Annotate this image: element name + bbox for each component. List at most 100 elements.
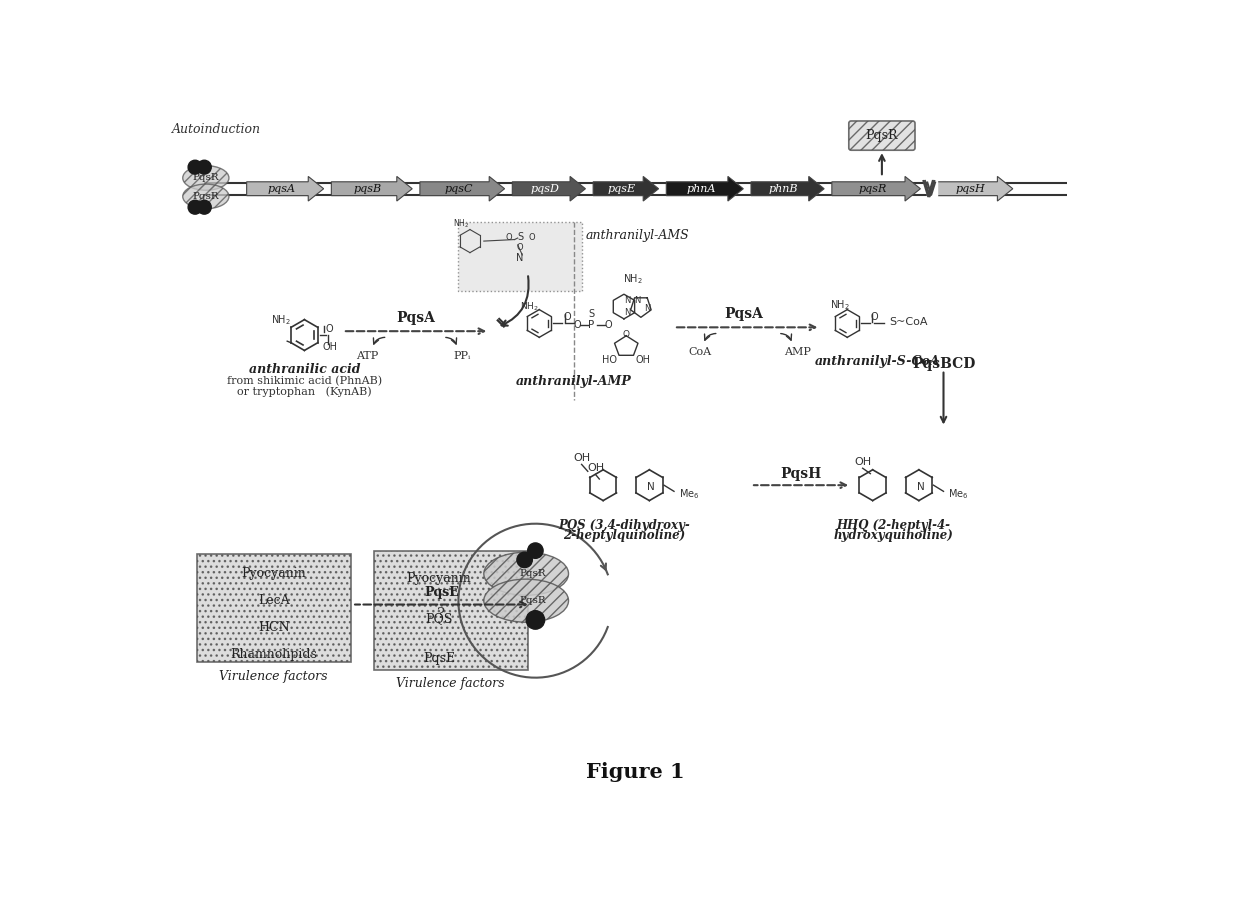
FancyBboxPatch shape — [459, 222, 582, 291]
Text: S: S — [589, 309, 595, 319]
Text: PqsR: PqsR — [866, 129, 898, 142]
Circle shape — [188, 200, 202, 214]
Text: Pyocyanin: Pyocyanin — [407, 572, 471, 585]
Text: ATP: ATP — [356, 351, 378, 360]
Polygon shape — [926, 177, 937, 200]
Text: N: N — [625, 296, 631, 305]
Text: HO: HO — [601, 355, 616, 365]
Text: PqsR: PqsR — [520, 596, 546, 605]
Text: NH$_2$: NH$_2$ — [830, 298, 849, 312]
Text: CoA: CoA — [688, 347, 712, 357]
Text: PqsE: PqsE — [424, 586, 459, 599]
Text: HCN: HCN — [258, 620, 289, 634]
Polygon shape — [512, 176, 585, 201]
Text: S: S — [517, 232, 523, 242]
Text: ?: ? — [438, 607, 445, 621]
Text: LecA: LecA — [258, 594, 289, 607]
Text: pqsB: pqsB — [353, 183, 382, 193]
Text: PQS: PQS — [425, 611, 453, 625]
Text: O: O — [505, 233, 512, 242]
Text: OH: OH — [854, 457, 872, 467]
Text: HHQ (2-heptyl-4-: HHQ (2-heptyl-4- — [837, 519, 950, 531]
Text: Virulence factors: Virulence factors — [397, 677, 505, 690]
Text: PqsH: PqsH — [780, 467, 822, 481]
FancyBboxPatch shape — [197, 555, 351, 663]
Text: pqsE: pqsE — [608, 183, 636, 193]
Text: PqsR: PqsR — [192, 174, 219, 182]
Text: Figure 1: Figure 1 — [587, 761, 684, 781]
Text: pqsA: pqsA — [268, 183, 295, 193]
Polygon shape — [331, 176, 412, 201]
Text: 2-heptylquinoline): 2-heptylquinoline) — [563, 529, 684, 542]
Text: pqsD: pqsD — [531, 183, 559, 193]
Text: from shikimic acid (PhnAB): from shikimic acid (PhnAB) — [227, 376, 382, 387]
Text: N: N — [644, 304, 650, 313]
Polygon shape — [593, 176, 658, 201]
Text: O: O — [622, 330, 630, 339]
FancyBboxPatch shape — [373, 550, 528, 670]
Text: O: O — [326, 324, 334, 334]
Polygon shape — [666, 176, 743, 201]
Text: anthranilic acid: anthranilic acid — [249, 363, 360, 376]
Ellipse shape — [182, 165, 229, 191]
Circle shape — [526, 610, 544, 629]
Text: N: N — [916, 483, 924, 493]
Ellipse shape — [182, 184, 229, 209]
Polygon shape — [247, 176, 324, 201]
Text: O: O — [517, 243, 523, 252]
Text: N: N — [516, 253, 523, 263]
Text: P: P — [589, 320, 595, 330]
Text: Rhamnolipids: Rhamnolipids — [231, 647, 317, 661]
Text: NH$_2$: NH$_2$ — [272, 313, 291, 326]
Polygon shape — [751, 176, 825, 201]
Text: Pyocyanin: Pyocyanin — [242, 567, 306, 580]
Text: N: N — [635, 296, 641, 305]
Text: PPᵢ: PPᵢ — [454, 351, 471, 360]
Text: PqsA: PqsA — [397, 311, 435, 325]
Text: NH$_2$: NH$_2$ — [624, 271, 644, 286]
Text: PqsBCD: PqsBCD — [911, 357, 975, 370]
FancyBboxPatch shape — [849, 121, 915, 150]
Text: NH$_2$: NH$_2$ — [520, 300, 538, 313]
Circle shape — [188, 160, 202, 174]
Text: O: O — [528, 233, 534, 242]
Text: Me$_6$: Me$_6$ — [949, 487, 968, 502]
Ellipse shape — [484, 579, 568, 622]
Polygon shape — [420, 176, 505, 201]
Ellipse shape — [484, 552, 568, 595]
Text: PqsA: PqsA — [724, 307, 763, 321]
Circle shape — [517, 552, 532, 567]
Text: anthranilyl-AMS: anthranilyl-AMS — [585, 229, 689, 242]
Circle shape — [528, 543, 543, 558]
Text: N: N — [647, 483, 655, 493]
Text: Me$_6$: Me$_6$ — [678, 487, 699, 502]
Text: or tryptophan   (KynAB): or tryptophan (KynAB) — [237, 386, 372, 396]
Text: pqsC: pqsC — [444, 183, 472, 193]
Text: phnA: phnA — [686, 183, 715, 193]
Text: OH: OH — [322, 343, 337, 352]
Text: anthranilyl-S-CoA: anthranilyl-S-CoA — [815, 355, 941, 369]
Text: Virulence factors: Virulence factors — [219, 670, 327, 682]
Text: anthranilyl-AMP: anthranilyl-AMP — [516, 375, 631, 387]
Text: O: O — [870, 312, 878, 323]
Text: PqsR: PqsR — [192, 191, 219, 201]
Text: S~CoA: S~CoA — [889, 317, 928, 327]
Text: OH: OH — [636, 355, 651, 365]
Text: PQS (3,4-dihydroxy-: PQS (3,4-dihydroxy- — [558, 519, 689, 531]
Text: O: O — [564, 312, 572, 323]
Polygon shape — [936, 176, 1013, 201]
Text: OH: OH — [573, 453, 590, 463]
Text: Autoinduction: Autoinduction — [172, 123, 260, 136]
Circle shape — [197, 200, 211, 214]
Circle shape — [197, 160, 211, 174]
Text: PqsE: PqsE — [423, 652, 455, 664]
Text: phnB: phnB — [769, 183, 799, 193]
Text: N: N — [625, 308, 631, 317]
Text: AMP: AMP — [784, 347, 811, 357]
Text: PqsR: PqsR — [520, 569, 546, 578]
Text: hydroxyquinoline): hydroxyquinoline) — [833, 529, 954, 542]
Text: O: O — [605, 320, 613, 330]
Text: O: O — [574, 320, 582, 330]
Text: OH: OH — [587, 463, 604, 473]
Polygon shape — [832, 176, 920, 201]
